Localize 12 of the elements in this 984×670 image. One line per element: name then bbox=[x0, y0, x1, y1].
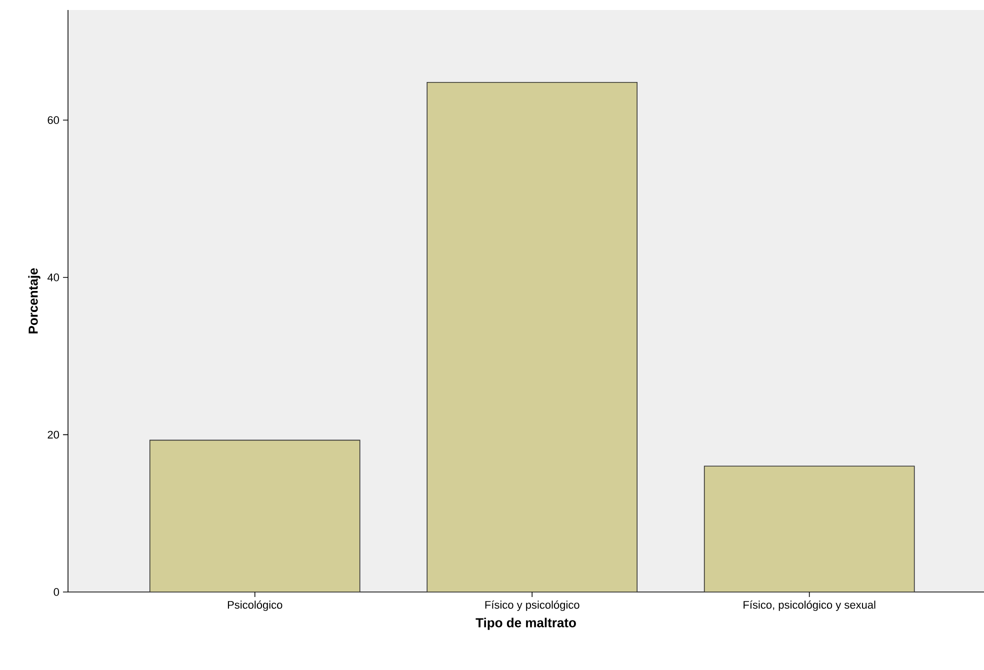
x-tick-label: Físico y psicológico bbox=[485, 600, 580, 611]
bar bbox=[704, 466, 915, 592]
x-axis-title: Tipo de maltrato bbox=[476, 618, 576, 630]
x-tick-label: Físico, psicológico y sexual bbox=[744, 600, 876, 611]
y-axis-title: Porcentaje bbox=[28, 268, 40, 334]
y-tick-label: 0 bbox=[54, 588, 60, 596]
y-tick-label: 20 bbox=[48, 430, 60, 439]
y-tick-label: 40 bbox=[47, 274, 60, 282]
y-tick-label: 60 bbox=[48, 116, 60, 124]
bar bbox=[149, 440, 360, 592]
bar bbox=[426, 82, 638, 592]
x-tick-label: Psicológico bbox=[228, 600, 282, 611]
